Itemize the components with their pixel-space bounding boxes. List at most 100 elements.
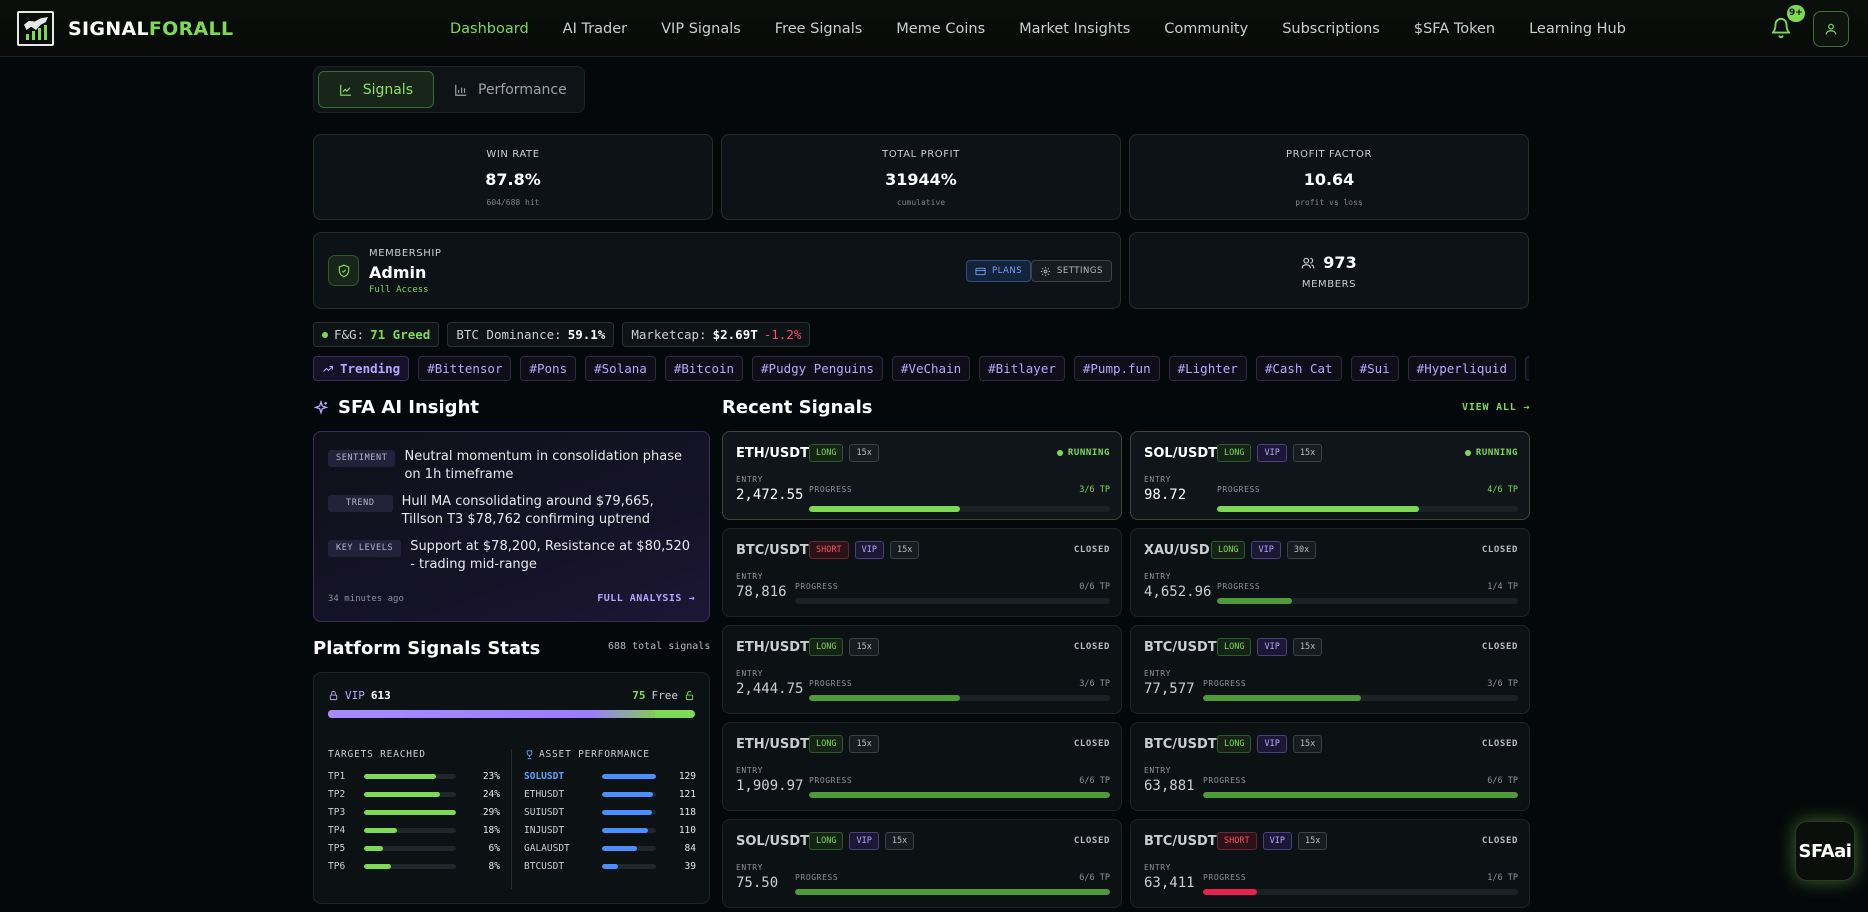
nav-market-insights[interactable]: Market Insights [1019, 20, 1131, 37]
user-menu-button[interactable] [1813, 11, 1849, 47]
signal-card[interactable]: BTC/USDT SHORT VIP 15x CLOSED ENTRY 78,816 PROG… [722, 528, 1122, 617]
target-pct: 18% [482, 824, 500, 836]
trending-label: Trending [313, 356, 410, 381]
nav-community[interactable]: Community [1164, 20, 1249, 37]
plans-button[interactable]: PLANS [966, 260, 1032, 282]
progress-bar [809, 506, 1110, 512]
trending-tag[interactable]: #Pons [520, 356, 577, 381]
target-bar [364, 773, 456, 779]
full-analysis-link[interactable]: FULL ANALYSIS → [597, 593, 695, 604]
direction-badge: LONG [1211, 541, 1246, 559]
bell-icon[interactable] [1770, 17, 1792, 39]
target-bar-fill [364, 773, 436, 779]
target-bar-fill [364, 845, 384, 851]
asset-name: BTCUSDT [524, 860, 565, 872]
settings-button[interactable]: SETTINGS [1031, 260, 1112, 282]
brand-logo[interactable]: SIGNALFORALL [17, 11, 233, 46]
trending-tag[interactable]: #Solana [585, 356, 656, 381]
user-icon [1825, 23, 1837, 35]
trending-tag[interactable]: #Bitlayer [979, 356, 1065, 381]
direction-badge: SHORT [809, 541, 849, 559]
progress-label: PROGRESS [1217, 582, 1261, 591]
signal-card[interactable]: ETH/USDT LONG 15x CLOSED ENTRY 1,909.97 PROGRE… [722, 722, 1122, 811]
trending-tag[interactable]: #VeChain [891, 356, 971, 381]
signal-card[interactable]: BTC/USDT SHORT VIP 15x CLOSED ENTRY 63,411 PROG… [1130, 819, 1530, 908]
members-label: MEMBERS [1301, 279, 1357, 290]
progress-fill [809, 506, 960, 512]
trending-tag[interactable]: #Hyperliquid [1407, 356, 1516, 381]
target-bar-fill [364, 791, 441, 797]
nav-meme-coins[interactable]: Meme Coins [896, 20, 986, 37]
nav-ai-trader[interactable]: AI Trader [562, 20, 628, 37]
nav-dashboard[interactable]: Dashboard [450, 20, 529, 37]
progress-label: PROGRESS [809, 679, 853, 688]
members-card: 973 MEMBERS [1129, 232, 1529, 309]
cap-change: -1.2% [763, 327, 802, 342]
nav-free-signals[interactable]: Free Signals [774, 20, 863, 37]
target-bar [364, 827, 456, 833]
target-name: TP4 [328, 824, 346, 836]
tab-signals[interactable]: Signals [318, 71, 434, 108]
trending-tag[interactable]: #Cash Cat [1255, 356, 1342, 381]
target-name: TP2 [328, 788, 346, 800]
entry-value: 75.50 [736, 875, 779, 891]
trending-tag[interactable]: #Bittensor [418, 356, 512, 381]
trending-tag[interactable]: #Pump.fun [1073, 356, 1160, 381]
signal-badges: LONG VIP 15x [809, 832, 920, 850]
asset-bar-fill [602, 791, 653, 797]
nav-learning-hub[interactable]: Learning Hub [1529, 20, 1626, 37]
target-bar-fill [364, 809, 456, 815]
trending-tag[interactable]: #Lighter [1168, 356, 1247, 381]
signal-card[interactable]: XAU/USD LONG VIP 30x CLOSED ENTRY 4,652.96 PROG… [1130, 528, 1530, 617]
leverage-badge: 15x [889, 541, 920, 559]
profit-factor-sub: profit vs loss [1295, 198, 1363, 207]
signal-card[interactable]: BTC/USDT LONG VIP 15x CLOSED ENTRY 77,577 PROGR… [1130, 625, 1530, 714]
entry-label: ENTRY [1144, 863, 1172, 872]
leverage-badge: 15x [884, 832, 915, 850]
vip-badge: VIP [849, 832, 879, 850]
progress-bar [1217, 598, 1518, 604]
nav-subscriptions[interactable]: Subscriptions [1282, 20, 1380, 37]
fear-greed-chip: F&G: 71 Greed [313, 322, 440, 347]
leverage-badge: 30x [1286, 541, 1317, 559]
signal-badges: LONG 15x [809, 444, 885, 462]
trending-tag[interactable]: #Zcash [1524, 356, 1529, 381]
target-bar [364, 809, 456, 815]
asset-count: 84 [684, 842, 696, 854]
tab-performance-label: Performance [478, 81, 567, 98]
status-label: CLOSED [1481, 836, 1518, 846]
signal-card[interactable]: BTC/USDT LONG VIP 15x CLOSED ENTRY 63,881 PROGR… [1130, 722, 1530, 811]
leverage-badge: 15x [1292, 638, 1323, 656]
trending-tag[interactable]: #Sui [1350, 356, 1399, 381]
lock-icon [329, 690, 338, 701]
signal-card[interactable]: ETH/USDT LONG 15x RUNNING ENTRY 2,472.55 PROGR… [722, 431, 1122, 520]
sfa-ai-assistant-button[interactable]: SFAai [1795, 821, 1855, 881]
leverage-badge: 15x [1292, 444, 1323, 462]
trending-tag[interactable]: #Bitcoin [664, 356, 744, 381]
status-label: RUNNING [1475, 448, 1518, 458]
nav-vip-signals[interactable]: VIP Signals [661, 20, 741, 37]
signal-badges: LONG VIP 15x [1217, 444, 1328, 462]
asset-bar [602, 773, 656, 779]
target-row: TP2 24% [328, 787, 500, 801]
entry-value: 2,444.75 [736, 681, 804, 697]
trending-tag[interactable]: #Pudgy Penguins [752, 356, 883, 381]
total-profit-value: 31944% [885, 170, 957, 189]
entry-value: 77,577 [1144, 681, 1195, 697]
nav-sfa-token[interactable]: $SFA Token [1413, 20, 1496, 37]
insight-tag: SENTIMENT [328, 450, 396, 467]
target-pct: 8% [488, 860, 500, 872]
entry-value: 98.72 [1144, 487, 1187, 503]
fg-value: 71 Greed [370, 327, 431, 342]
signal-card[interactable]: ETH/USDT LONG 15x CLOSED ENTRY 2,444.75 PROGRE… [722, 625, 1122, 714]
tab-performance[interactable]: Performance [434, 71, 587, 108]
view-all-link[interactable]: VIEW ALL → [1462, 402, 1531, 413]
target-bar [364, 863, 456, 869]
asset-name: SOLUSDT [524, 770, 565, 782]
signal-card[interactable]: SOL/USDT LONG VIP 15x RUNNING ENTRY 98.72 PROGR… [1130, 431, 1530, 520]
signal-card[interactable]: SOL/USDT LONG VIP 15x CLOSED ENTRY 75.50 PROGRE… [722, 819, 1122, 908]
signal-pair: SOL/USDT [736, 834, 810, 849]
bar-chart-icon [455, 84, 467, 96]
target-bar-fill [364, 863, 391, 869]
target-bar-fill [364, 827, 398, 833]
